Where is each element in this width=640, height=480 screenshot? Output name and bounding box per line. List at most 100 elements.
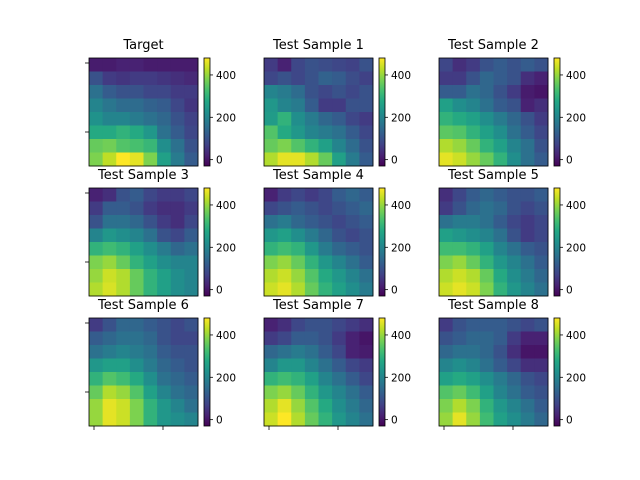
- heatmap-cell: [102, 358, 117, 373]
- heatmap-cell: [184, 318, 199, 332]
- heatmap-cell: [291, 139, 306, 153]
- heatmap-cell: [89, 85, 104, 99]
- heatmap-cell: [332, 255, 347, 270]
- heatmap-cell: [277, 125, 292, 140]
- heatmap-cell: [479, 139, 494, 153]
- colorbar-tick-label: 0: [566, 155, 573, 167]
- heatmap-cell: [116, 228, 131, 243]
- heatmap-cell: [264, 345, 279, 359]
- heatmap-cell: [264, 399, 279, 413]
- heatmap-cell: [318, 318, 333, 332]
- heatmap-cell: [116, 242, 131, 256]
- heatmap-cell: [157, 269, 172, 283]
- heatmap-cell: [89, 71, 104, 86]
- heatmap-cell: [304, 372, 319, 386]
- heatmap-cell: [291, 282, 306, 297]
- heatmap-cell: [507, 331, 522, 346]
- heatmap-cell: [332, 399, 347, 413]
- heatmap-cell: [102, 331, 117, 346]
- heatmap-cell: [129, 242, 144, 256]
- colorbar-tick-label: 200: [216, 112, 236, 124]
- heatmap-cell: [264, 318, 279, 332]
- heatmap-cell: [143, 399, 158, 413]
- heatmap-cell: [345, 331, 360, 346]
- heatmap-cell: [170, 228, 185, 243]
- heatmap-cell: [479, 242, 494, 256]
- heatmap-cell: [277, 399, 292, 413]
- heatmap-cell: [507, 58, 522, 72]
- heatmap-cell: [143, 385, 158, 400]
- heatmap-cell: [264, 242, 279, 256]
- heatmap-cell: [534, 125, 549, 140]
- axes-frame: [438, 187, 549, 297]
- heatmap-cell: [439, 399, 454, 413]
- heatmap-cell: [116, 385, 131, 400]
- heatmap-cell: [157, 331, 172, 346]
- colorbar-tick-label: 0: [566, 285, 573, 297]
- heatmap-cell: [170, 358, 185, 373]
- heatmap-cell: [534, 58, 549, 72]
- heatmap-cell: [439, 242, 454, 256]
- heatmap-cell: [170, 399, 185, 413]
- heatmap-cell: [534, 399, 549, 413]
- heatmap-cell: [507, 372, 522, 386]
- heatmap-cell: [534, 188, 549, 202]
- heatmap-cell: [143, 242, 158, 256]
- heatmap-cell: [143, 85, 158, 99]
- heatmap-cell: [507, 139, 522, 153]
- heatmap-cell: [479, 58, 494, 72]
- heatmap-cell: [170, 385, 185, 400]
- heatmap-cell: [184, 139, 199, 153]
- heatmap-cell: [157, 125, 172, 140]
- heatmap-cell: [264, 358, 279, 373]
- heatmap-cell: [277, 412, 292, 427]
- heatmap-cell: [345, 71, 360, 86]
- panel-title: Test Sample 1: [272, 38, 364, 53]
- heatmap-cell: [534, 372, 549, 386]
- heatmap-cell: [332, 372, 347, 386]
- heatmap-cell: [304, 269, 319, 283]
- colorbar: [378, 187, 386, 297]
- heatmap-cell: [129, 282, 144, 297]
- heatmap-cell: [439, 331, 454, 346]
- heatmap-cell: [534, 85, 549, 99]
- axes-frame: [438, 317, 549, 427]
- heatmap-cell: [466, 58, 481, 72]
- heatmap-cell: [493, 331, 508, 346]
- heatmap-cell: [466, 125, 481, 140]
- heatmap-cell: [332, 242, 347, 256]
- heatmap-cell: [534, 358, 549, 373]
- colorbar-tick-label: 200: [391, 372, 411, 384]
- heatmap-cell: [304, 98, 319, 113]
- heatmap-cell: [291, 112, 306, 126]
- heatmap-cell: [507, 228, 522, 243]
- heatmap-cell: [291, 152, 306, 167]
- heatmap-cell: [332, 412, 347, 427]
- heatmap-cell: [184, 215, 199, 229]
- heatmap-cell: [170, 125, 185, 140]
- heatmap-cell: [277, 98, 292, 113]
- heatmap-cell: [157, 399, 172, 413]
- heatmap-cell: [318, 139, 333, 153]
- heatmap-cell: [439, 152, 454, 167]
- heatmap-cell: [304, 242, 319, 256]
- heatmap-cell: [129, 85, 144, 99]
- heatmap-cell: [466, 412, 481, 427]
- heatmap-cell: [359, 125, 374, 140]
- heatmap-cell: [318, 255, 333, 270]
- heatmap-cell: [318, 282, 333, 297]
- heatmap-cell: [264, 152, 279, 167]
- heatmap-cell: [89, 255, 104, 270]
- heatmap-cell: [345, 112, 360, 126]
- heatmap-cell: [116, 331, 131, 346]
- heatmap-cell: [170, 152, 185, 167]
- heatmap-cell: [493, 282, 508, 297]
- axes-frame: [88, 317, 199, 427]
- heatmap-cell: [332, 188, 347, 202]
- heatmap-cell: [129, 228, 144, 243]
- heatmap-cell: [439, 71, 454, 86]
- heatmap-cell: [291, 215, 306, 229]
- heatmap-cell: [157, 282, 172, 297]
- heatmap-cell: [102, 242, 117, 256]
- heatmap-cell: [304, 385, 319, 400]
